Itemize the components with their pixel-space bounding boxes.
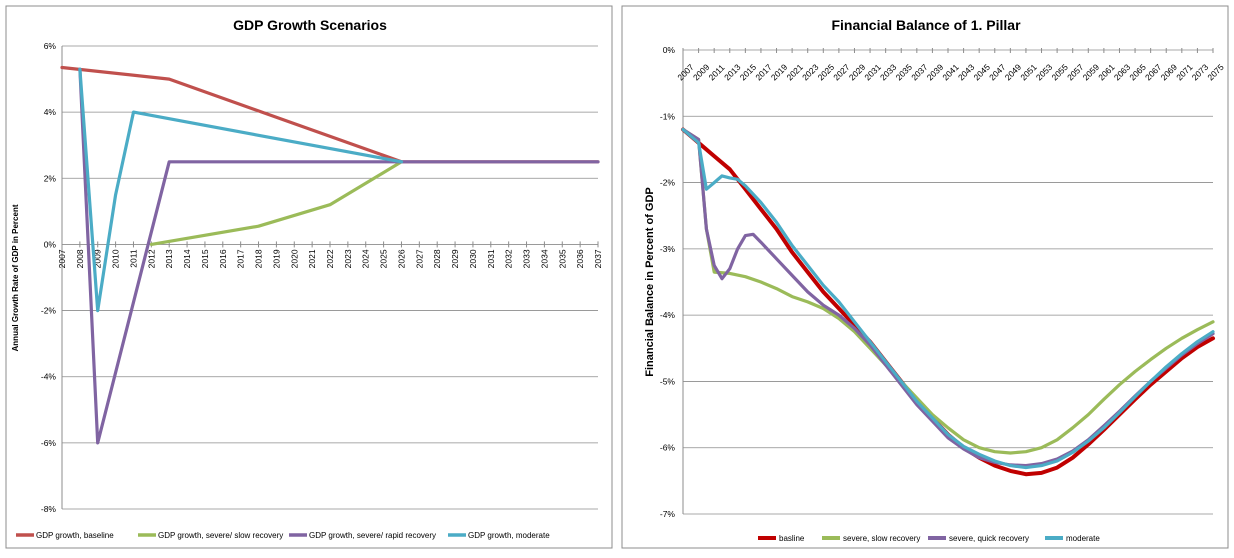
right-chart-legend: basline severe, slow recovery severe, quic… xyxy=(758,534,1100,543)
right-chart-y-tick-label: -2% xyxy=(660,178,676,188)
left-chart-x-tick-label: 2011 xyxy=(128,249,138,268)
left-chart-x-tick-label: 2015 xyxy=(200,249,210,268)
right-chart-series xyxy=(681,127,1215,477)
right-chart-y-tick-label: -4% xyxy=(660,310,676,320)
left-legend-label-gdp-growth-baseline: GDP growth, baseline xyxy=(36,531,114,540)
right-chart-y-tick-label: -6% xyxy=(660,443,676,453)
left-chart-x-tick-label: 2016 xyxy=(218,249,228,268)
right-chart-y-tick-label: -1% xyxy=(660,111,676,121)
left-chart-x-tick-label: 2013 xyxy=(164,249,174,268)
left-chart-y-axis-label: Annual Growth Rate of GDP in Percent xyxy=(11,204,20,351)
left-chart-x-tick-label: 2028 xyxy=(432,249,442,268)
left-chart-x-tick-label: 2012 xyxy=(146,249,156,268)
left-chart-x-tick-label: 2018 xyxy=(254,249,264,268)
left-chart-x-tick-label: 2036 xyxy=(575,249,585,268)
left-chart-x-tick-label: 2037 xyxy=(593,249,603,268)
left-series-gdp-growth-severe-rapid-recovery xyxy=(78,67,600,445)
right-legend-label-severe-quick-recovery: severe, quick recovery xyxy=(949,534,1029,543)
right-chart-y-tick-label: -7% xyxy=(660,509,676,519)
left-chart-x-tick-label: 2023 xyxy=(343,249,353,268)
left-chart-x-tick-label: 2020 xyxy=(289,249,299,268)
right-legend-label-basline: basline xyxy=(779,534,805,543)
right-chart-y-axis-label: Financial Balance in Percent of GDP xyxy=(644,187,656,377)
left-chart-x-tick-label: 2034 xyxy=(539,249,549,268)
left-chart-x-tick-label: 2033 xyxy=(522,249,532,268)
left-chart-x-tick-label: 2021 xyxy=(307,249,317,268)
left-chart-y-tick-label: 4% xyxy=(44,107,57,117)
left-chart-y-tick-label: -8% xyxy=(41,504,57,514)
left-chart-x-tick-label: 2031 xyxy=(486,249,496,268)
left-chart-x-tick-label: 2008 xyxy=(75,249,85,268)
left-chart-x-tick-label: 2010 xyxy=(111,249,121,268)
left-chart-x-tick-label: 2017 xyxy=(236,249,246,268)
right-series-severe-slow-recovery xyxy=(681,127,1215,455)
left-series-gdp-growth-moderate xyxy=(78,67,404,313)
left-legend-label-gdp-growth-severe-slow-recovery: GDP growth, severe/ slow recovery xyxy=(158,531,283,540)
left-chart-x-tick-label: 2025 xyxy=(379,249,389,268)
left-chart-y-tick-labels: 6% 4% 2% 0% -2% -4% -6% -8% xyxy=(41,41,57,514)
right-chart-y-tick-label: -5% xyxy=(660,376,676,386)
right-series-moderate xyxy=(681,127,1215,470)
right-chart-y-tick-label: 0% xyxy=(663,45,676,55)
right-chart-frame xyxy=(621,5,1229,549)
left-chart-y-tick-label: -4% xyxy=(41,372,57,382)
left-chart-x-tick-label: 2027 xyxy=(414,249,424,268)
left-chart-x-tick-label: 2022 xyxy=(325,249,335,268)
left-chart-title: GDP Growth Scenarios xyxy=(233,17,387,33)
left-chart-x-tick-label: 2024 xyxy=(361,249,371,268)
left-chart-x-tick-label: 2026 xyxy=(396,249,406,268)
left-chart-x-tick-label: 2030 xyxy=(468,249,478,268)
right-legend-label-moderate: moderate xyxy=(1066,534,1100,543)
left-chart-frame xyxy=(5,5,613,549)
left-chart-y-tick-label: -2% xyxy=(41,306,57,316)
left-chart-legend: GDP growth, baseline GDP growth, severe/ … xyxy=(16,531,550,540)
left-chart-y-tick-label: 6% xyxy=(44,41,57,51)
right-chart-gridlines xyxy=(682,48,1214,515)
left-chart-series xyxy=(60,65,600,445)
left-chart-y-tick-label: 0% xyxy=(44,239,57,249)
left-legend-label-gdp-growth-moderate: GDP growth, moderate xyxy=(468,531,550,540)
right-chart-y-tick-label: -3% xyxy=(660,244,676,254)
left-chart-y-tick-label: -6% xyxy=(41,438,57,448)
left-chart-x-tick-label: 2007 xyxy=(57,249,67,268)
left-chart-x-tick-label: 2009 xyxy=(93,249,103,268)
right-chart-y-tick-labels: 0% -1% -2% -3% -4% -5% -6% -7% xyxy=(660,45,676,519)
left-chart-x-tick-label: 2032 xyxy=(504,249,514,268)
right-legend-label-severe-slow-recovery: severe, slow recovery xyxy=(843,534,920,543)
left-chart-x-tick-labels: 2007 2008 2009 2010 2011 2012 2013 2014 2015 2016… xyxy=(57,249,603,268)
left-chart-y-tick-label: 2% xyxy=(44,173,57,183)
left-series-gdp-growth-severe-slow-recovery xyxy=(149,160,404,246)
left-legend-label-gdp-growth-severe-rapid-recovery: GDP growth, severe/ rapid recovery xyxy=(309,531,436,540)
left-chart-x-tick-label: 2035 xyxy=(557,249,567,268)
left-chart-x-tick-label: 2029 xyxy=(450,249,460,268)
left-chart-gridlines xyxy=(61,45,599,510)
right-chart-title: Financial Balance of 1. Pillar xyxy=(831,17,1021,33)
left-chart-x-tick-label: 2014 xyxy=(182,249,192,268)
left-chart-x-tick-label: 2019 xyxy=(271,249,281,268)
